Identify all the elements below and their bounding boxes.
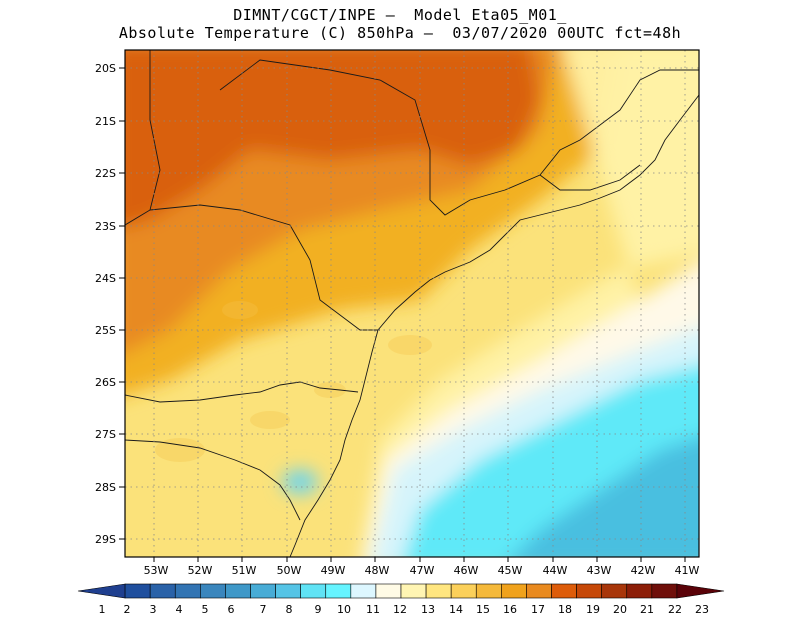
lon-label: 43W [587, 564, 612, 577]
lon-label: 51W [232, 564, 257, 577]
colorbar-label: 1 [99, 603, 106, 616]
colorbar-swatch [501, 583, 527, 599]
lon-label: 44W [543, 564, 568, 577]
colorbar-label: 17 [531, 603, 545, 616]
lat-label: 21S [95, 115, 116, 128]
colorbar-label: 9 [315, 603, 322, 616]
lat-label: 28S [95, 481, 116, 494]
colorbar-swatch [174, 583, 201, 599]
lon-label: 46W [454, 564, 479, 577]
colorbar-label: 13 [421, 603, 435, 616]
colorbar-swatch [475, 583, 502, 599]
colorbar-label: 18 [558, 603, 572, 616]
lon-label: 47W [410, 564, 435, 577]
colorbar-swatch [225, 583, 251, 599]
colorbar-labels: 1 2 3 4 5 6 7 8 9 10 11 12 13 14 15 16 1… [99, 603, 710, 616]
map-title-line-1: DIMNT/CGCT/INPE – Model Eta05_M01_ [233, 6, 567, 24]
lat-label: 20S [95, 62, 116, 75]
lat-label: 23S [95, 220, 116, 233]
colorbar-swatch [350, 583, 377, 599]
lon-label: 53W [144, 564, 169, 577]
colorbar-label: 21 [640, 603, 654, 616]
colorbar-label: 4 [176, 603, 183, 616]
colorbar-swatch [526, 583, 552, 599]
colorbar-label: 11 [366, 603, 380, 616]
colorbar-swatch [250, 583, 276, 599]
coastline-borders [125, 50, 699, 557]
colorbar-swatch [551, 583, 577, 599]
colorbar-swatch [375, 583, 402, 599]
lat-label: 22S [95, 167, 116, 180]
lat-label: 27S [95, 428, 116, 441]
colorbar-swatch [576, 583, 602, 599]
colorbar-label: 23 [695, 603, 709, 616]
lat-label: 24S [95, 272, 116, 285]
colorbar-swatch [77, 583, 126, 599]
lat-label: 26S [95, 376, 116, 389]
colorbar-swatch [200, 583, 226, 599]
colorbar-swatch [450, 583, 477, 599]
colorbar-swatch [601, 583, 628, 599]
colorbar-label: 2 [124, 603, 131, 616]
colorbar-swatch [275, 583, 301, 599]
latitude-labels: 20S 21S 22S 23S 24S 25S 26S 27S 28S 29S [95, 62, 116, 546]
lon-label: 49W [321, 564, 346, 577]
colorbar-swatch [626, 583, 653, 599]
colorbar-label: 10 [337, 603, 351, 616]
longitude-labels: 53W 52W 51W 50W 49W 48W 47W 46W 45W 44W … [144, 564, 700, 577]
colorbar [77, 583, 725, 599]
lat-label: 25S [95, 324, 116, 337]
colorbar-label: 5 [202, 603, 209, 616]
lon-label: 45W [498, 564, 523, 577]
colorbar-swatch [300, 583, 327, 599]
colorbar-label: 12 [393, 603, 407, 616]
colorbar-label: 7 [260, 603, 267, 616]
lon-label: 48W [365, 564, 390, 577]
colorbar-swatch [124, 583, 151, 599]
colorbar-swatch [149, 583, 176, 599]
colorbar-swatch [651, 583, 678, 599]
colorbar-label: 19 [586, 603, 600, 616]
colorbar-label: 16 [503, 603, 517, 616]
colorbar-label: 3 [150, 603, 157, 616]
lon-label: 41W [675, 564, 700, 577]
colorbar-swatch [325, 583, 352, 599]
lon-label: 52W [188, 564, 213, 577]
lat-label: 29S [95, 533, 116, 546]
graticule [125, 50, 699, 557]
map-frame [124, 49, 700, 558]
colorbar-label: 15 [476, 603, 490, 616]
colorbar-label: 14 [449, 603, 463, 616]
lon-label: 50W [277, 564, 302, 577]
colorbar-label: 8 [286, 603, 293, 616]
lon-label: 42W [631, 564, 656, 577]
map-title-line-2: Absolute Temperature (C) 850hPa – 03/07/… [118, 24, 682, 42]
temperature-field [125, 50, 699, 557]
colorbar-label: 6 [228, 603, 235, 616]
colorbar-label: 22 [668, 603, 682, 616]
colorbar-swatch [425, 583, 452, 599]
colorbar-label: 20 [613, 603, 627, 616]
colorbar-swatch [400, 583, 427, 599]
colorbar-swatch [676, 583, 725, 599]
